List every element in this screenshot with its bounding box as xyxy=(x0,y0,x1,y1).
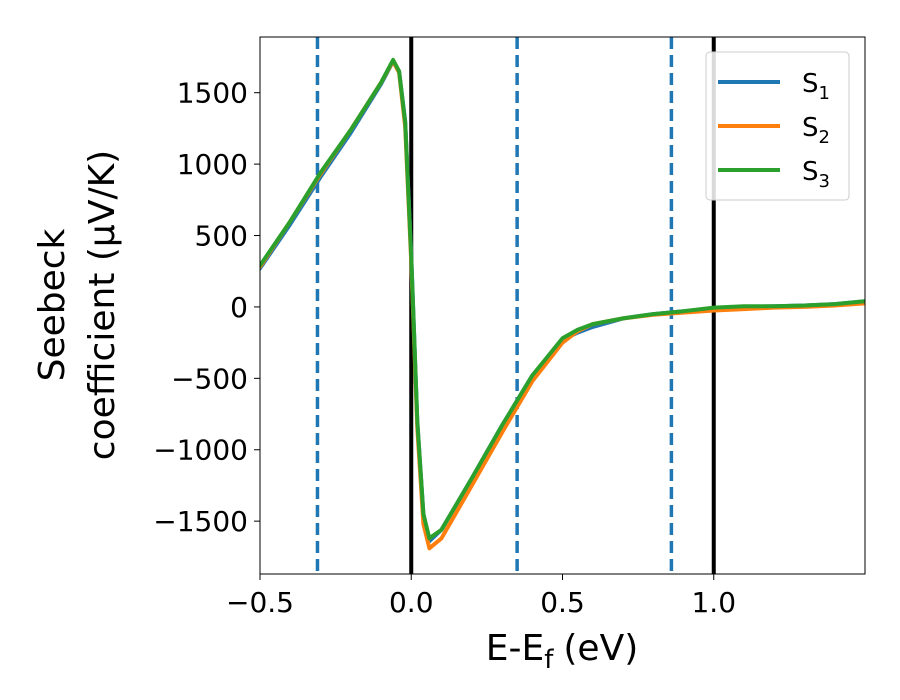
legend-label-1: S1 xyxy=(802,69,830,104)
reference-lines xyxy=(315,37,716,574)
y-tick-label: −1500 xyxy=(153,505,248,538)
y-tick-label: −1000 xyxy=(153,434,248,467)
x-tick-label: −0.5 xyxy=(226,586,294,619)
x-tick-label: 0.0 xyxy=(389,586,434,619)
legend: S1 S2 S3 xyxy=(705,51,850,201)
y-axis-title: Seebeck coefficient (μV/K) xyxy=(32,150,123,460)
legend-label-3: S3 xyxy=(802,157,830,192)
x-tick-label: 1.0 xyxy=(691,586,736,619)
x-tick-label: 0.5 xyxy=(540,586,585,619)
y-tick-label: 1500 xyxy=(177,77,248,110)
y-tick-label: 500 xyxy=(195,220,248,253)
x-axis: −0.5 0.0 0.5 1.0 xyxy=(226,574,736,619)
y-axis-title-line2: coefficient (μV/K) xyxy=(82,150,123,460)
y-axis-title-line1: Seebeck xyxy=(32,228,73,381)
series-line-3 xyxy=(260,57,865,541)
series-group xyxy=(260,57,865,551)
y-tick-label: 0 xyxy=(230,291,248,324)
legend-label-2: S2 xyxy=(802,113,830,148)
y-tick-label: 1000 xyxy=(177,148,248,181)
x-axis-title: E-Ef (eV) xyxy=(486,628,639,675)
y-tick-label: −500 xyxy=(171,362,248,395)
y-axis: 1500 1000 500 0 −500 −1000 −1500 xyxy=(153,77,260,538)
